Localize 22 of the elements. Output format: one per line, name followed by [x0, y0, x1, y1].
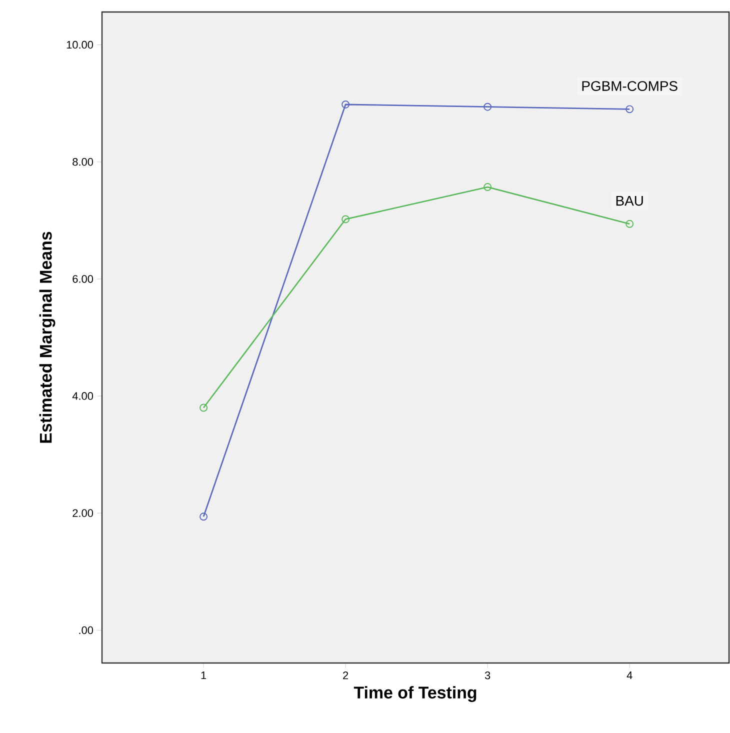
series-label: BAU — [616, 196, 643, 206]
point — [200, 512, 208, 521]
y-tick-label: 4.00 — [72, 392, 94, 400]
y-tick-label: .00 — [79, 626, 94, 634]
point — [484, 183, 492, 192]
y-tick-label: 2.00 — [72, 509, 94, 518]
point — [626, 105, 634, 114]
point — [484, 102, 492, 111]
y-axis-title: Estimated Marginal Means — [39, 232, 56, 443]
x-tick-label: 4 — [626, 672, 632, 680]
y-tick-label: 10.00 — [66, 40, 94, 49]
x-tick-label: 1 — [201, 672, 206, 680]
x-tick-label: 3 — [484, 672, 490, 680]
point — [200, 404, 208, 412]
point — [626, 220, 634, 228]
point — [342, 100, 350, 108]
x-tick-label: 2 — [343, 672, 348, 680]
point — [342, 215, 350, 224]
y-tick-label: 6.00 — [72, 275, 94, 283]
x-axis-title: Time of Testing — [354, 686, 476, 702]
y-tick-label: 8.00 — [72, 158, 94, 166]
series-label: PGBM-COMPS — [582, 81, 678, 91]
